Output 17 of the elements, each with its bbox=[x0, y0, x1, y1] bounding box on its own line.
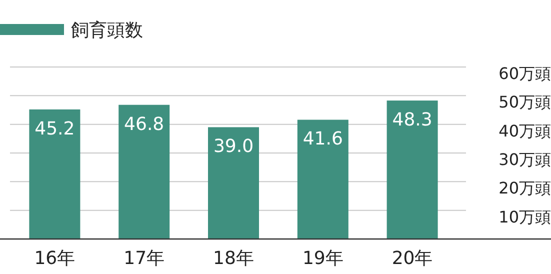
legend-label: 飼育頭数 bbox=[71, 20, 143, 41]
x-tick-label: 17年 bbox=[124, 248, 165, 269]
data-label: 41.6 bbox=[302, 128, 343, 150]
y-tick-label: 20万頭 bbox=[498, 178, 551, 198]
x-tick-label: 18年 bbox=[213, 248, 254, 269]
y-tick-label: 60万頭 bbox=[498, 64, 551, 83]
x-tick-label: 16年 bbox=[34, 248, 76, 269]
data-label: 48.3 bbox=[392, 110, 432, 131]
y-tick-label: 10万頭 bbox=[498, 207, 551, 226]
data-label: 46.8 bbox=[124, 114, 164, 135]
y-tick-label: 40万頭 bbox=[498, 121, 551, 140]
y-tick-label: 30万頭 bbox=[498, 150, 551, 169]
data-label: 45.2 bbox=[34, 118, 75, 140]
x-tick-label: 20年 bbox=[392, 248, 433, 269]
y-tick-label: 50万頭 bbox=[498, 92, 551, 112]
data-label: 39.0 bbox=[213, 136, 254, 158]
x-tick-label: 19年 bbox=[302, 248, 344, 269]
